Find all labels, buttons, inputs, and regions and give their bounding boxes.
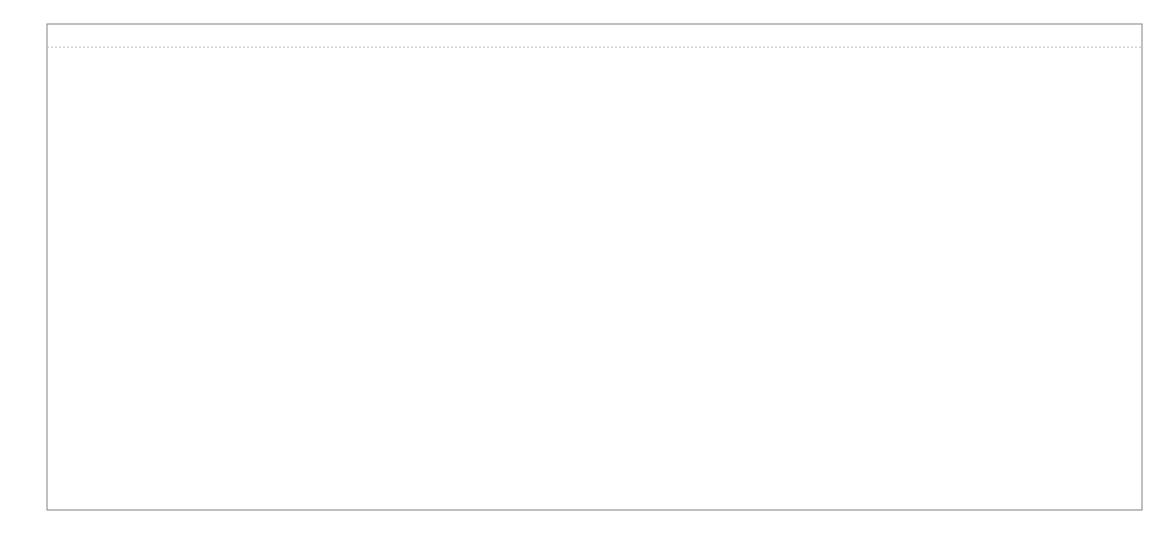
ac-sweep-chart bbox=[0, 0, 1151, 553]
chart-svg bbox=[0, 0, 1151, 553]
